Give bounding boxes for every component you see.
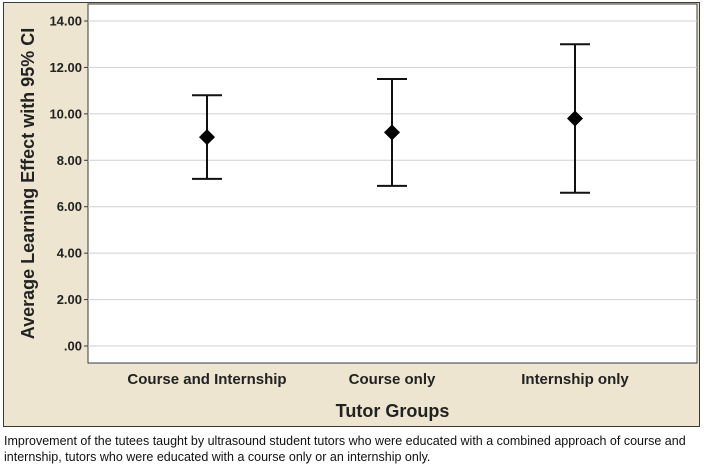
x-axis-title: Tutor Groups xyxy=(336,401,450,421)
x-category-label: Course and Internship xyxy=(127,371,286,388)
mean-diamond-marker xyxy=(567,110,583,127)
x-category-label: Internship only xyxy=(521,371,629,388)
figure-caption: Improvement of the tutees taught by ultr… xyxy=(4,434,686,464)
y-tick-label: 10.00 xyxy=(49,106,82,121)
y-tick-label: 4.00 xyxy=(57,246,82,261)
y-tick-label: 6.00 xyxy=(57,199,82,214)
y-tick-label: .00 xyxy=(64,339,82,354)
x-category-label: Course only xyxy=(349,371,436,388)
y-tick-label: 2.00 xyxy=(57,292,82,307)
error-bar-chart: .00 2.00 4.00 6.00 8.00 10.00 12.00 14.00 Averag… xyxy=(18,3,698,421)
y-tick-label: 12.00 xyxy=(49,60,82,75)
mean-diamond-marker xyxy=(384,124,400,141)
y-tick-label: 8.00 xyxy=(57,153,82,168)
y-tick-label: 14.00 xyxy=(49,14,82,29)
mean-diamond-marker xyxy=(199,129,215,146)
y-axis-title: Average Learning Effect with 95% CI xyxy=(18,28,38,339)
